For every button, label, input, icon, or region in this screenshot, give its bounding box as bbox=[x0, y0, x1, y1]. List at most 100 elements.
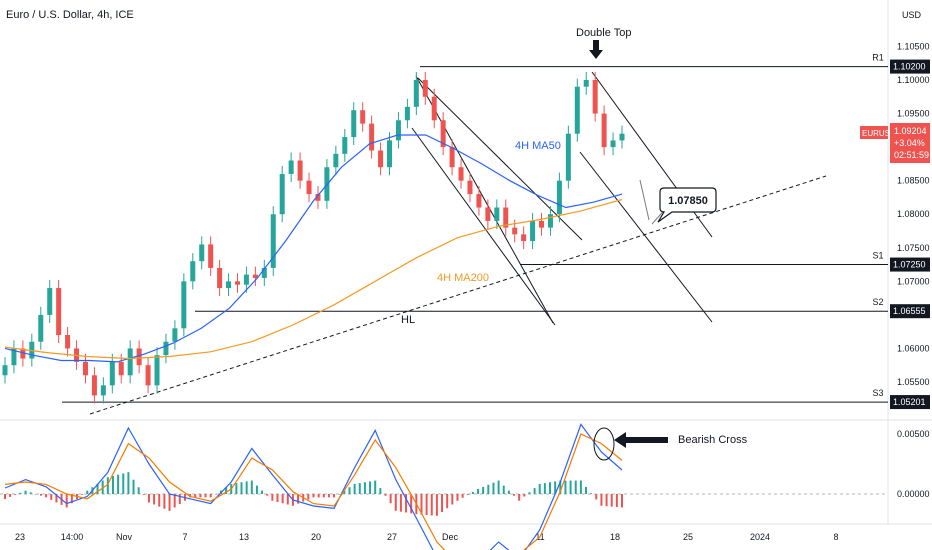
macd-histogram-bar bbox=[173, 494, 176, 508]
macd-histogram-bar bbox=[435, 494, 438, 516]
level-tag bbox=[890, 59, 930, 74]
price-tick-label: 1.10000 bbox=[897, 75, 930, 85]
candle-body bbox=[297, 160, 303, 181]
candle-body bbox=[56, 288, 62, 336]
macd-histogram-bar bbox=[81, 494, 84, 495]
macd-histogram-bar bbox=[39, 494, 42, 496]
macd-histogram-bar bbox=[374, 480, 377, 494]
macd-histogram-bar bbox=[554, 481, 557, 494]
macd-histogram-bar bbox=[605, 494, 608, 507]
macd-tick-label: 0.00000 bbox=[897, 489, 930, 499]
price-tag[interactable]: EURUSD 1.09204 +3.04% 02:51:59 bbox=[860, 123, 930, 163]
macd-histogram-bar bbox=[600, 494, 603, 506]
candle-body bbox=[583, 80, 589, 87]
level-tag bbox=[890, 257, 930, 272]
macd-histogram-bar bbox=[574, 480, 577, 494]
price-tick-label: 1.09500 bbox=[897, 109, 930, 119]
candle-body bbox=[91, 375, 97, 396]
macd-histogram-bar bbox=[348, 487, 351, 494]
macd-histogram-bar bbox=[502, 485, 505, 494]
candle-body bbox=[547, 214, 553, 228]
macd-histogram-bar bbox=[24, 490, 27, 494]
currency-label[interactable]: USD bbox=[902, 10, 922, 20]
macd-histogram-bar bbox=[507, 490, 510, 494]
macd-histogram-bar bbox=[137, 487, 140, 494]
candle-body bbox=[47, 288, 53, 315]
macd-histogram-bar bbox=[122, 473, 125, 494]
candle-body bbox=[404, 106, 410, 121]
macd-histogram-bar bbox=[585, 486, 588, 494]
macd-histogram-bar bbox=[96, 483, 99, 494]
level-value-s2: 1.06555 bbox=[893, 306, 926, 316]
candle-body bbox=[610, 140, 616, 148]
price-tick-label: 1.10500 bbox=[897, 41, 930, 51]
macd-histogram-bar bbox=[142, 494, 145, 495]
macd-histogram-bar bbox=[276, 494, 279, 502]
candle-body bbox=[208, 244, 214, 268]
macd-histogram-bar bbox=[209, 494, 212, 498]
level-name-s2: S2 bbox=[872, 297, 883, 307]
price-tick-label: 1.08000 bbox=[897, 209, 930, 219]
macd-histogram-bar bbox=[353, 483, 356, 494]
target-callout[interactable]: 1.07850 bbox=[657, 187, 717, 223]
candle-body bbox=[512, 227, 518, 235]
candle-body bbox=[333, 153, 339, 168]
x-tick-label: 25 bbox=[683, 532, 693, 542]
macd-histogram-bar bbox=[538, 483, 541, 494]
candle-body bbox=[190, 261, 196, 282]
macd-histogram-bar bbox=[405, 494, 408, 513]
macd-histogram-bar bbox=[497, 480, 500, 494]
price-tag-change: +3.04% bbox=[894, 138, 925, 148]
macd-histogram-bar bbox=[492, 482, 495, 494]
macd-histogram-bar bbox=[225, 487, 228, 494]
price-tick-label: 1.05500 bbox=[897, 377, 930, 387]
candle-body bbox=[556, 180, 562, 215]
bearish-cross-annotation: Bearish Cross bbox=[593, 427, 748, 461]
macd-histogram-bar bbox=[178, 494, 181, 505]
channel-1-upper bbox=[415, 75, 554, 324]
candle-body bbox=[431, 96, 437, 121]
macd-histogram-bar bbox=[384, 494, 387, 496]
macd-histogram-bar bbox=[363, 482, 366, 494]
ma200-label: 4H MA200 bbox=[437, 272, 489, 284]
target-value: 1.07850 bbox=[668, 195, 708, 207]
macd-histogram-bar bbox=[333, 494, 336, 498]
candle-body bbox=[2, 365, 8, 376]
macd-histogram-bar bbox=[286, 494, 289, 505]
macd-histogram-bar bbox=[471, 491, 474, 494]
candle-body bbox=[378, 150, 384, 168]
x-tick-label: Nov bbox=[116, 532, 133, 542]
macd-histogram-bar bbox=[70, 494, 73, 504]
candle-body bbox=[530, 220, 536, 242]
macd-histogram-bar bbox=[147, 494, 150, 503]
macd-histogram-bar bbox=[9, 494, 12, 497]
macd-histogram-bar bbox=[45, 494, 48, 498]
macd-histogram-bar bbox=[271, 494, 274, 501]
macd-histogram-bar bbox=[549, 482, 552, 494]
macd-histogram-bar bbox=[261, 490, 264, 494]
x-tick-label: 2024 bbox=[750, 532, 770, 542]
candle-body bbox=[494, 207, 500, 221]
macd-histogram-bar bbox=[307, 494, 310, 500]
x-tick-label: Dec bbox=[442, 532, 459, 542]
projection-arrow-1 bbox=[639, 179, 650, 221]
macd-histogram-bar bbox=[204, 494, 207, 498]
macd-histogram-bar bbox=[327, 494, 330, 498]
x-tick-label: 23 bbox=[15, 532, 25, 542]
macd-histogram-bar bbox=[559, 480, 562, 494]
macd-histogram-bar bbox=[153, 494, 156, 505]
macd-histogram-bar bbox=[399, 494, 402, 512]
candle-body bbox=[467, 180, 473, 195]
x-tick-label: 14:00 bbox=[61, 532, 84, 542]
macd-histogram-bar bbox=[590, 493, 593, 494]
candle-body bbox=[315, 194, 321, 201]
candle-body bbox=[163, 341, 169, 356]
x-tick-label: 20 bbox=[311, 532, 321, 542]
macd-histogram-bar bbox=[513, 494, 516, 496]
price-tag-timer: 02:51:59 bbox=[894, 150, 929, 160]
macd-histogram-bar bbox=[358, 483, 361, 494]
candle-body bbox=[369, 123, 375, 151]
macd-histogram-bar bbox=[4, 494, 6, 500]
price-tick-label: 1.06000 bbox=[897, 343, 930, 353]
